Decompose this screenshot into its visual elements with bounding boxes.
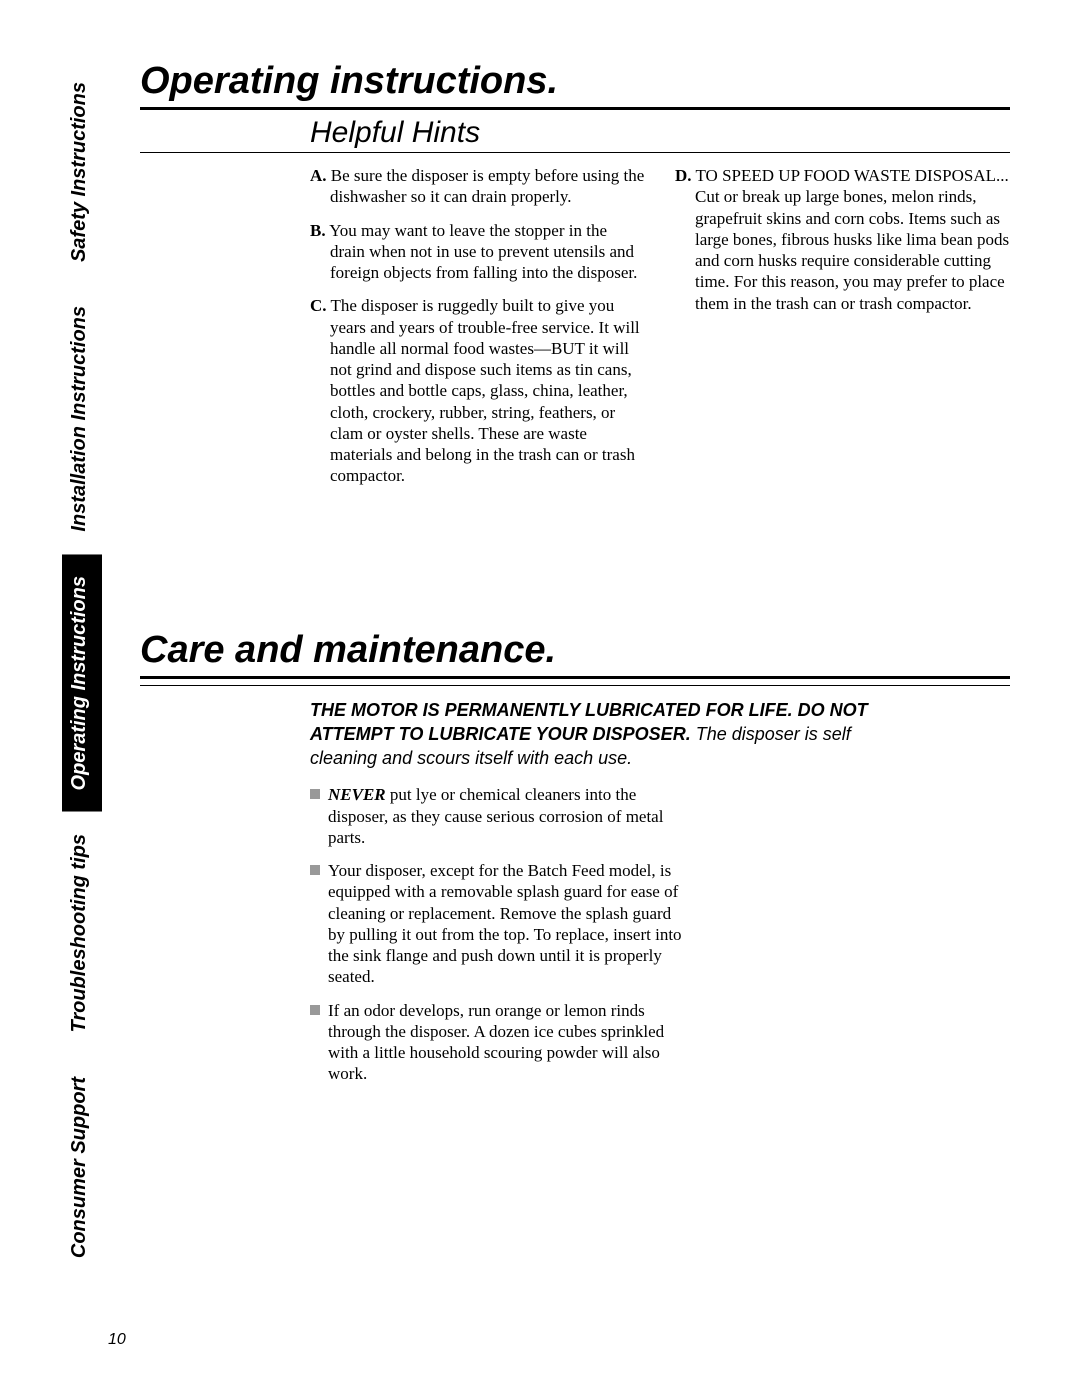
rule-thick: [140, 107, 1010, 110]
tab-operating-instructions[interactable]: Operating Instructions: [62, 554, 102, 812]
tab-troubleshooting-tips[interactable]: Troubleshooting tips: [62, 812, 102, 1055]
care-section: Care and maintenance. THE MOTOR IS PERMA…: [140, 629, 1010, 1085]
rule-thick: [140, 676, 1010, 679]
rule-thin: [140, 152, 1010, 153]
care-intro: THE MOTOR IS PERMANENTLY LUBRICATED FOR …: [310, 698, 1010, 771]
bullet-text: Your disposer, except for the Batch Feed…: [328, 860, 685, 988]
care-bullets: NEVER put lye or chemical cleaners into …: [310, 784, 685, 1084]
hint-letter: C.: [310, 296, 327, 315]
manual-page: Safety Instructions Installation Instruc…: [0, 0, 1080, 1397]
hint-text: Be sure the disposer is empty before usi…: [330, 166, 644, 206]
hint-letter: B.: [310, 221, 326, 240]
bullet-text: NEVER put lye or chemical cleaners into …: [328, 784, 685, 848]
hint-a: A. Be sure the disposer is empty before …: [310, 165, 645, 208]
bullet-square-icon: [310, 1005, 320, 1015]
bullet-text: If an odor develops, run orange or lemon…: [328, 1000, 685, 1085]
hint-text: You may want to leave the stopper in the…: [329, 221, 637, 283]
hint-letter: A.: [310, 166, 327, 185]
main-content: Operating instructions. Helpful Hints A.…: [140, 60, 1010, 1085]
hint-d: D. TO SPEED UP FOOD WASTE DISPOSAL... Cu…: [675, 165, 1010, 314]
section-title-care: Care and maintenance.: [140, 629, 1010, 672]
care-bullet-1: NEVER put lye or chemical cleaners into …: [310, 784, 685, 848]
hint-b: B. You may want to leave the stopper in …: [310, 220, 645, 284]
never-label: NEVER: [328, 785, 386, 804]
hints-col-right: D. TO SPEED UP FOOD WASTE DISPOSAL... Cu…: [675, 165, 1010, 499]
page-number: 10: [108, 1331, 126, 1349]
hint-text: The disposer is ruggedly built to give y…: [330, 296, 640, 485]
hint-text: TO SPEED UP FOOD WASTE DISPOSAL... Cut o…: [695, 166, 1009, 313]
hint-letter: D.: [675, 166, 692, 185]
care-bullet-2: Your disposer, except for the Batch Feed…: [310, 860, 685, 988]
side-tab-strip: Safety Instructions Installation Instruc…: [62, 60, 102, 1320]
rule-thin: [140, 685, 1010, 686]
tab-consumer-support[interactable]: Consumer Support: [62, 1055, 102, 1280]
tab-installation-instructions[interactable]: Installation Instructions: [62, 284, 102, 554]
bullet-square-icon: [310, 865, 320, 875]
tab-safety-instructions[interactable]: Safety Instructions: [62, 60, 102, 284]
hint-c: C. The disposer is ruggedly built to giv…: [310, 295, 645, 486]
subhead-helpful-hints: Helpful Hints: [310, 116, 1010, 150]
hints-columns: A. Be sure the disposer is empty before …: [310, 165, 1010, 499]
section-title-operating: Operating instructions.: [140, 60, 1010, 103]
hints-col-left: A. Be sure the disposer is empty before …: [310, 165, 645, 499]
care-bullet-3: If an odor develops, run orange or lemon…: [310, 1000, 685, 1085]
bullet-square-icon: [310, 789, 320, 799]
